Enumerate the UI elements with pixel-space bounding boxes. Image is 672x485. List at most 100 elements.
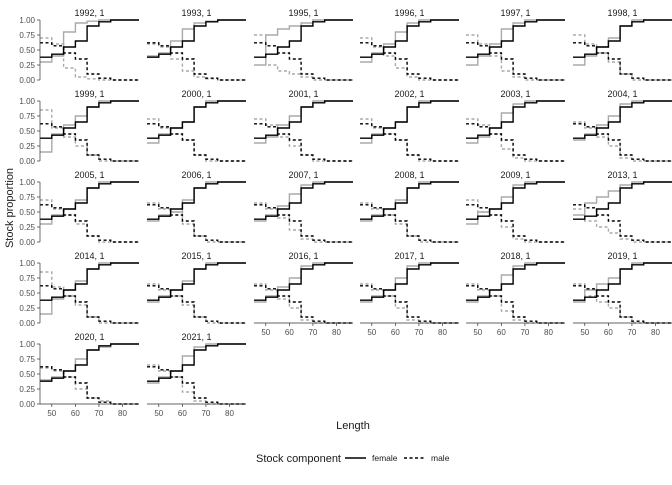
facet-title: 2016, 1 xyxy=(288,251,318,261)
series-female-fitted xyxy=(573,181,672,220)
series-female-fitted xyxy=(147,19,246,58)
x-tick-label: 60 xyxy=(604,328,613,337)
y-tick-label: 1.00 xyxy=(19,340,35,349)
series-female-observed xyxy=(360,181,459,222)
series-male-observed xyxy=(466,34,565,81)
facet-title: 2017, 1 xyxy=(394,251,424,261)
y-tick-label: 0.50 xyxy=(19,127,35,136)
series-male-fitted xyxy=(360,123,459,162)
series-male-observed xyxy=(254,118,353,162)
facet-title: 2013, 1 xyxy=(607,170,637,180)
x-tick-label: 60 xyxy=(497,328,506,337)
series-female-observed xyxy=(360,19,459,63)
facet-title: 2018, 1 xyxy=(500,251,530,261)
series-male-observed xyxy=(40,271,139,324)
facet-title: 2003, 1 xyxy=(500,89,530,99)
x-tick-label: 50 xyxy=(473,328,482,337)
series-female-fitted xyxy=(360,100,459,139)
facet-panel: 2006, 1 xyxy=(147,170,246,243)
series-female-fitted xyxy=(254,262,353,301)
series-female-fitted xyxy=(147,262,246,301)
facet-title: 1996, 1 xyxy=(394,8,424,18)
series-male-observed xyxy=(254,202,353,243)
x-tick-label: 60 xyxy=(71,409,80,418)
facet-panel: 2000, 1 xyxy=(147,89,246,162)
facet-panel: 2007, 1 xyxy=(254,170,353,243)
y-tick-label: 0.25 xyxy=(19,304,35,313)
series-female-fitted xyxy=(573,100,672,139)
facet-title: 1993, 1 xyxy=(181,8,211,18)
series-female-fitted xyxy=(360,262,459,301)
facet-panel: 2019, 1 50 60 70 80 xyxy=(573,251,672,337)
facet-title: 1995, 1 xyxy=(288,8,318,18)
series-male-fitted xyxy=(147,285,246,324)
legend-label-male: male xyxy=(431,453,450,463)
series-male-observed xyxy=(360,118,459,162)
series-female-observed xyxy=(466,19,565,66)
facet-title: 1999, 1 xyxy=(74,89,104,99)
facet-panel: 1996, 1 xyxy=(360,8,459,81)
series-female-fitted xyxy=(254,100,353,139)
series-male-observed xyxy=(40,199,139,243)
x-tick-label: 80 xyxy=(118,409,127,418)
facet-panel: 2021, 1 50 60 70 80 xyxy=(147,332,246,418)
y-tick-label: 0.50 xyxy=(19,46,35,55)
series-female-fitted xyxy=(466,262,565,301)
series-male-observed xyxy=(40,367,139,405)
x-tick-label: 80 xyxy=(544,328,553,337)
series-male-fitted xyxy=(40,123,139,162)
series-male-observed xyxy=(466,283,565,324)
series-male-fitted xyxy=(254,204,353,243)
series-male-fitted xyxy=(573,285,672,324)
facet-panel: 2020, 1 0.00 0.25 0.50 0.75 1.00 50 60 70 80 xyxy=(19,332,139,418)
y-tick-label: 0.75 xyxy=(19,355,35,364)
x-tick-label: 60 xyxy=(285,328,294,337)
x-tick-label: 70 xyxy=(94,409,103,418)
x-tick-label: 80 xyxy=(332,328,341,337)
facet-title: 2002, 1 xyxy=(394,89,424,99)
facet-title: 2019, 1 xyxy=(607,251,637,261)
series-male-fitted xyxy=(40,366,139,405)
facet-panel: 2014, 1 0.00 0.25 0.50 0.75 1.00 xyxy=(19,251,139,328)
series-female-observed xyxy=(40,181,139,225)
series-female-observed xyxy=(147,181,246,222)
legend-title: Stock component xyxy=(256,453,341,465)
series-male-fitted xyxy=(573,42,672,81)
series-male-observed xyxy=(147,43,246,81)
series-female-fitted xyxy=(147,100,246,139)
facet-panel: 2013, 1 xyxy=(573,170,672,243)
y-tick-label: 1.00 xyxy=(19,16,35,25)
facet-title: 2007, 1 xyxy=(288,170,318,180)
series-male-fitted xyxy=(40,285,139,324)
facet-title: 2020, 1 xyxy=(74,332,104,342)
facet-title: 2001, 1 xyxy=(288,89,318,99)
series-female-fitted xyxy=(573,19,672,58)
series-female-observed xyxy=(254,262,353,303)
facet-panel: 1992, 1 0.00 0.25 0.50 0.75 1.00 xyxy=(19,8,139,85)
x-tick-label: 50 xyxy=(47,409,56,418)
facet-panel: 2001, 1 xyxy=(254,89,353,162)
facet-panel: 2016, 1 50 60 70 80 xyxy=(254,251,353,337)
series-male-observed xyxy=(573,208,672,243)
facet-panel: 2002, 1 xyxy=(360,89,459,162)
x-tick-label: 70 xyxy=(414,328,423,337)
series-male-observed xyxy=(360,37,459,81)
facet-title: 2000, 1 xyxy=(181,89,211,99)
facet-panel: 1999, 1 0.00 0.25 0.50 0.75 1.00 xyxy=(19,89,139,166)
series-male-fitted xyxy=(466,123,565,162)
series-female-observed xyxy=(360,262,459,303)
series-male-fitted xyxy=(360,42,459,81)
series-male-fitted xyxy=(254,42,353,81)
series-female-observed xyxy=(466,181,565,225)
y-tick-label: 0.25 xyxy=(19,223,35,232)
series-male-fitted xyxy=(360,204,459,243)
series-male-observed xyxy=(254,283,353,324)
x-tick-label: 60 xyxy=(391,328,400,337)
facet-panel: 1993, 1 xyxy=(147,8,246,81)
facet-title: 1992, 1 xyxy=(74,8,104,18)
series-female-observed xyxy=(147,343,246,384)
series-female-fitted xyxy=(147,181,246,220)
y-tick-label: 1.00 xyxy=(19,259,35,268)
y-tick-label: 0.50 xyxy=(19,370,35,379)
